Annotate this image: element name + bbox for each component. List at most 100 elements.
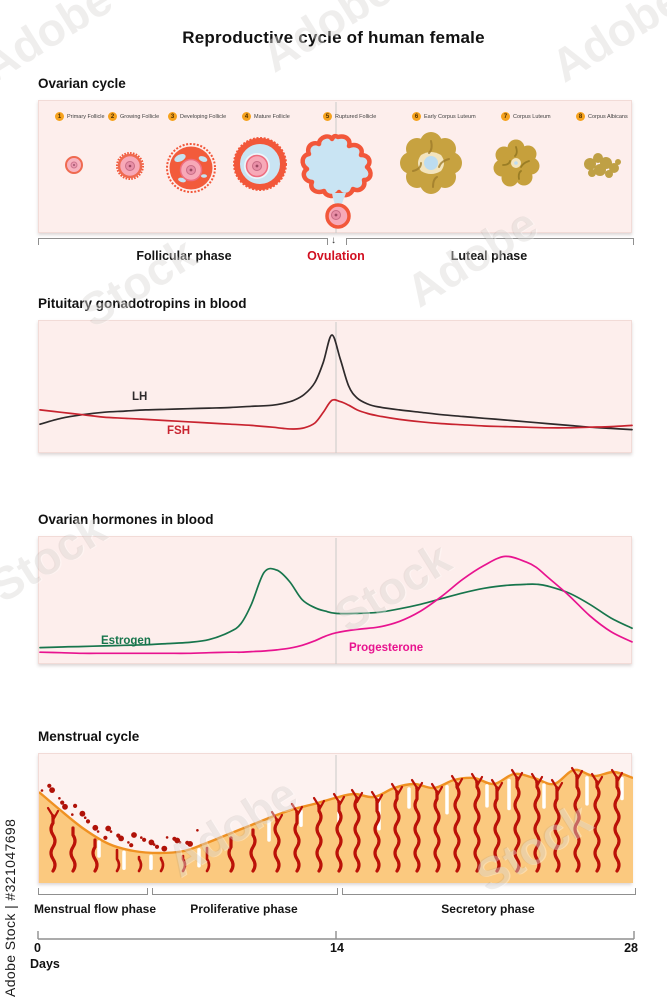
stage-label: Corpus Albicans xyxy=(588,113,628,120)
day-tick-0: 0 xyxy=(34,941,41,955)
lh-curve-label: LH xyxy=(132,391,147,403)
artery-tip xyxy=(375,798,379,802)
corpus-luteum-icon xyxy=(493,139,540,187)
spiral-artery xyxy=(353,796,361,873)
days-axis-label: Days xyxy=(30,957,60,971)
spiral-artery xyxy=(493,786,501,873)
blood-dot xyxy=(73,803,78,808)
stage-number-badge: 8 xyxy=(576,112,585,121)
corpus-albicans-icon xyxy=(584,153,621,178)
stage-label: Corpus Luteum xyxy=(513,113,551,120)
artery-tip xyxy=(337,800,341,804)
spiral-artery xyxy=(433,790,441,873)
spiral-artery xyxy=(373,798,381,873)
blood-dot xyxy=(140,836,143,839)
spiral-artery xyxy=(293,810,301,873)
artery-tip xyxy=(555,786,559,790)
watermark-id-text: Adobe Stock | #321047698 xyxy=(2,818,18,997)
artery-tip xyxy=(317,804,321,808)
blood-dot xyxy=(118,835,124,842)
ovarian-follicle-illustration xyxy=(65,102,621,233)
ovulation-label: Ovulation xyxy=(307,249,365,263)
blood-dot xyxy=(152,843,156,846)
days-axis xyxy=(37,931,635,940)
stage-number-badge: 2 xyxy=(108,112,117,121)
blood-dot xyxy=(85,819,91,824)
spiral-artery xyxy=(513,776,521,873)
menstrual-flow-phase-label: Menstrual flow phase xyxy=(33,902,157,916)
follicular-phase-label: Follicular phase xyxy=(136,249,232,263)
stage-label: Mature Follicle xyxy=(254,113,290,120)
gonadotropins-heading: Pituitary gonadotropins in blood xyxy=(38,296,247,311)
stage-label: Primary Follicle xyxy=(67,113,105,120)
spiral-artery xyxy=(69,826,77,873)
gonadotropins-chart: LH FSH xyxy=(39,322,633,453)
progesterone-curve-label: Progesterone xyxy=(349,642,423,654)
artery-tip xyxy=(495,786,499,790)
blood-dot xyxy=(47,783,52,788)
secretory-bracket xyxy=(342,888,636,895)
early-corpus-luteum-icon xyxy=(400,132,462,194)
spiral-artery xyxy=(91,838,99,873)
spiral-artery xyxy=(181,854,187,873)
proliferative-bracket xyxy=(152,888,338,895)
page-title: Reproductive cycle of human female xyxy=(182,28,485,47)
ovarian-cycle-heading: Ovarian cycle xyxy=(38,76,126,91)
stage-label: Early Corpus Luteum xyxy=(424,113,476,120)
spiral-artery xyxy=(393,790,401,873)
hormones-chart: Estrogen Progesterone xyxy=(39,538,633,664)
stage-legend-item: 4 Mature Follicle xyxy=(242,112,290,121)
artery-tip xyxy=(295,810,299,814)
blood-dot xyxy=(174,837,181,844)
mature-follicle-icon xyxy=(233,137,287,191)
stage-number-badge: 1 xyxy=(55,112,64,121)
stage-label: Developing Follicle xyxy=(180,113,227,120)
blood-dot xyxy=(60,800,65,805)
endometrium-illustration xyxy=(39,755,633,883)
spiral-artery xyxy=(593,780,601,873)
artery-tip xyxy=(355,796,359,800)
gonadotropins-chart-panel: LH FSH xyxy=(38,320,633,453)
spiral-artery xyxy=(273,818,281,873)
artery-tip xyxy=(575,774,579,778)
stage-label: Ruptured Follicle xyxy=(335,113,377,120)
day-tick-28: 28 xyxy=(624,941,638,955)
blood-dot xyxy=(178,841,182,844)
artery-tip xyxy=(515,776,519,780)
blood-dot xyxy=(165,836,169,839)
stage-legend-item: 8 Corpus Albicans xyxy=(576,112,628,121)
blood-dot xyxy=(131,832,137,838)
blood-dot xyxy=(40,789,44,792)
spiral-artery xyxy=(453,782,461,873)
estrogen-curve xyxy=(39,567,633,649)
artery-tip xyxy=(475,780,479,784)
artery-tip xyxy=(415,786,419,790)
ovulation-arrow-icon: ↓ xyxy=(331,235,336,246)
artery-tip xyxy=(395,790,399,794)
spiral-artery xyxy=(613,776,621,873)
blood-dot xyxy=(127,841,130,844)
menstrual-panel xyxy=(38,753,633,883)
developing-follicle-icon xyxy=(166,143,216,193)
stage-legend-item: 7 Corpus Luteum xyxy=(501,112,551,121)
luteal-phase-bracket xyxy=(346,238,634,245)
stage-number-badge: 5 xyxy=(323,112,332,121)
blood-dot xyxy=(187,841,194,847)
stage-number-badge: 4 xyxy=(242,112,251,121)
spiral-artery xyxy=(49,814,57,873)
spiral-artery xyxy=(115,848,121,873)
blood-dot xyxy=(148,839,155,846)
spiral-artery xyxy=(137,855,143,873)
artery-tip xyxy=(535,780,539,784)
blood-dot xyxy=(154,844,160,849)
artery-tip xyxy=(275,818,279,822)
blood-dot xyxy=(105,825,112,832)
blood-dot xyxy=(103,835,108,840)
follicular-phase-bracket xyxy=(38,238,328,245)
spiral-artery xyxy=(205,846,211,873)
artery-tip xyxy=(615,776,619,780)
blood-dot xyxy=(109,830,113,833)
blood-dot xyxy=(161,845,168,852)
blood-dot xyxy=(83,816,87,819)
